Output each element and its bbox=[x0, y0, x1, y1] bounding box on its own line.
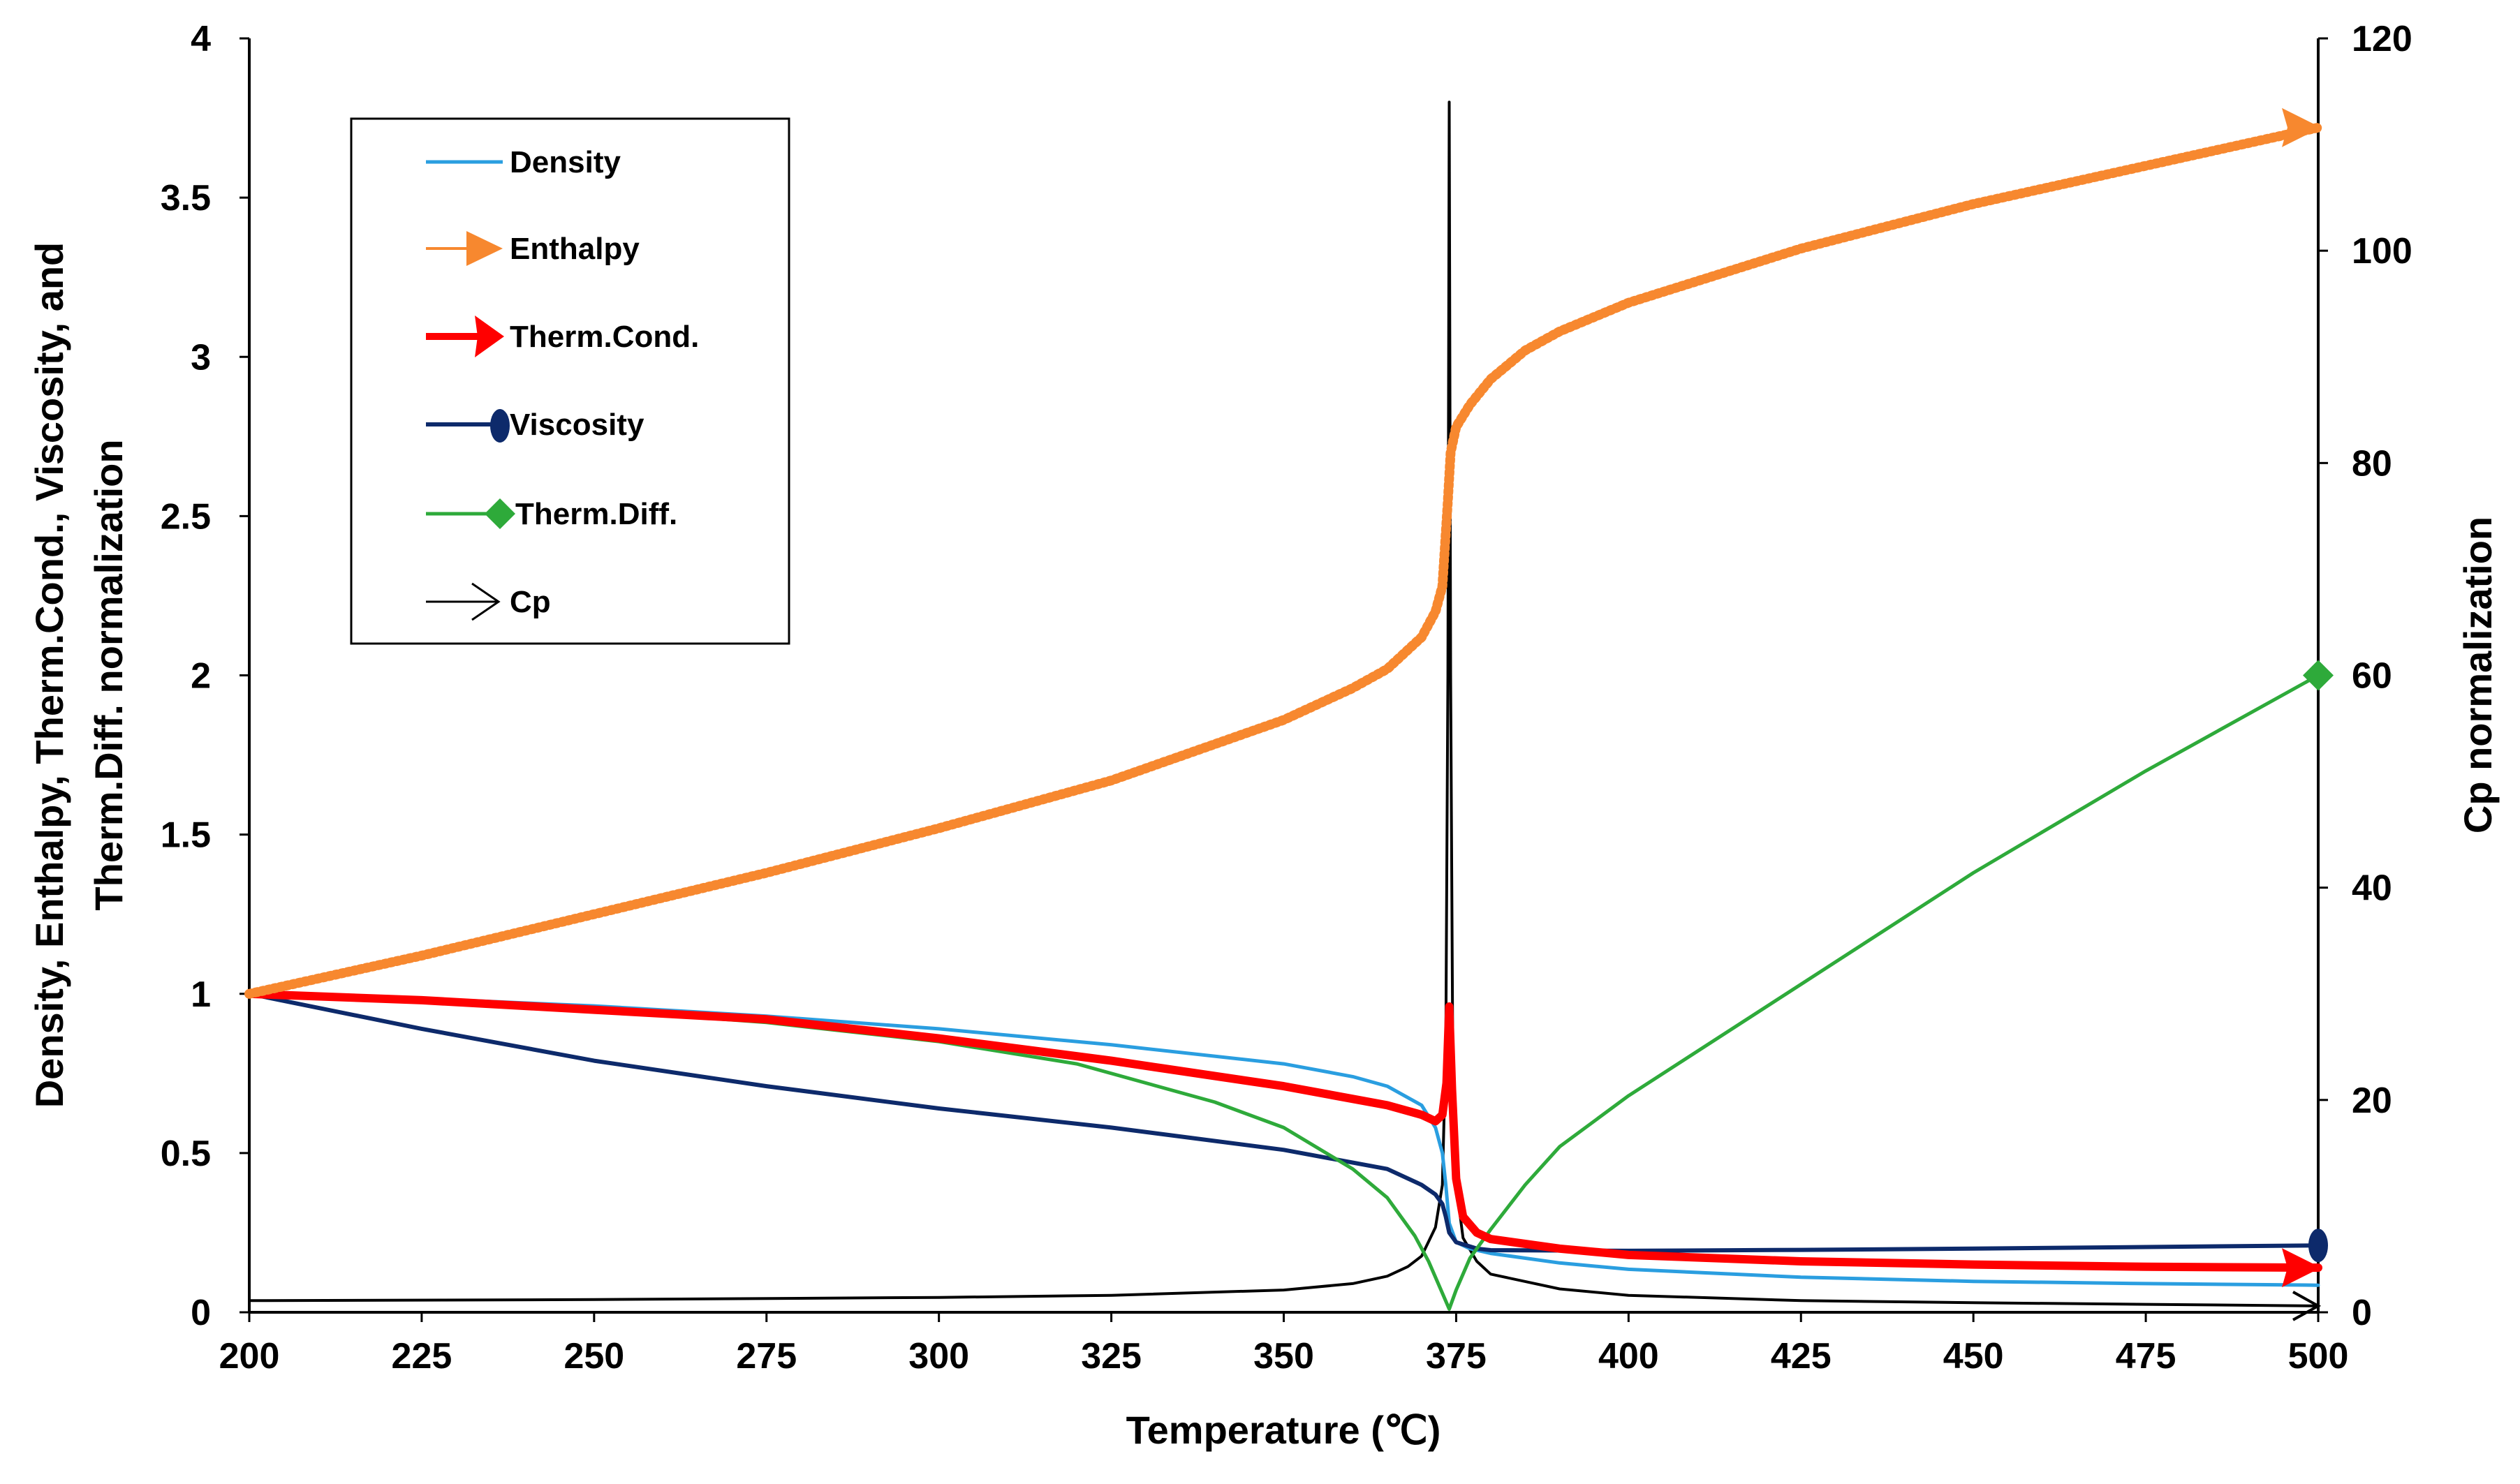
series-line-enthalpy bbox=[244, 122, 2323, 999]
end-marker-enthalpy bbox=[2282, 107, 2321, 147]
legend-item-thermdiff: Therm.Diff. bbox=[426, 497, 677, 531]
y-left-axis-title-line1: Density, Enthalpy, Therm.Cond., Viscosit… bbox=[27, 242, 71, 1108]
legend-label-density: Density bbox=[510, 145, 621, 179]
legend-item-thermcond: Therm.Cond. bbox=[426, 316, 699, 357]
series-line-density bbox=[247, 992, 2320, 1287]
x-tick-label: 250 bbox=[563, 1336, 624, 1377]
series-line-thermdiff bbox=[247, 674, 2320, 1311]
y-right-tick-label: 120 bbox=[2352, 19, 2412, 59]
x-tick-label: 325 bbox=[1081, 1336, 1142, 1377]
x-tick-label: 225 bbox=[392, 1336, 452, 1377]
y-left-axis-title-line2: Therm.Diff. normalization bbox=[87, 439, 131, 910]
x-ticks: 200 225 250 275 300 325 350 375 400 425 450 475 500 bbox=[219, 1312, 2349, 1377]
legend-marker-enthalpy bbox=[466, 231, 503, 266]
legend-label-thermcond: Therm.Cond. bbox=[510, 320, 699, 354]
x-tick-label: 300 bbox=[908, 1336, 969, 1377]
y-right-ticks: 0 20 40 60 80 100 120 bbox=[2318, 19, 2412, 1333]
legend-marker-thermcond bbox=[475, 316, 504, 357]
y-left-tick-label: 1 bbox=[191, 974, 211, 1015]
legend: Density Enthalpy Therm.Cond. Viscosity T… bbox=[350, 117, 790, 645]
y-right-tick-label: 80 bbox=[2352, 443, 2392, 484]
end-marker-cp bbox=[2292, 1291, 2322, 1321]
x-tick-label: 200 bbox=[219, 1336, 280, 1377]
legend-marker-cp bbox=[471, 582, 501, 621]
y-left-tick-label: 3 bbox=[191, 337, 211, 378]
legend-marker-viscosity bbox=[490, 409, 510, 443]
x-tick-label: 400 bbox=[1598, 1336, 1659, 1377]
y-left-tick-label: 3.5 bbox=[161, 178, 211, 218]
series-line-cp bbox=[248, 101, 2320, 1307]
y-right-tick-label: 20 bbox=[2352, 1081, 2392, 1121]
series-layer bbox=[244, 101, 2323, 1311]
legend-item-cp: Cp bbox=[426, 582, 551, 621]
x-axis-title: Temperature (℃) bbox=[1126, 1408, 1441, 1452]
y-left-tick-label: 2 bbox=[191, 656, 211, 697]
x-tick-label: 500 bbox=[2288, 1336, 2349, 1377]
x-tick-label: 350 bbox=[1253, 1336, 1314, 1377]
end-marker-viscosity bbox=[2308, 1229, 2328, 1263]
x-tick-label: 375 bbox=[1426, 1336, 1487, 1377]
y-left-tick-label: 0.5 bbox=[161, 1134, 211, 1174]
x-tick-label: 275 bbox=[736, 1336, 797, 1377]
series-line-viscosity bbox=[247, 991, 2320, 1253]
y-right-tick-label: 100 bbox=[2352, 231, 2412, 272]
legend-label-thermdiff: Therm.Diff. bbox=[515, 497, 677, 531]
y-right-axis-title: Cp normalization bbox=[2456, 517, 2500, 833]
y-left-tick-label: 1.5 bbox=[161, 815, 211, 856]
y-left-tick-label: 0 bbox=[191, 1293, 211, 1333]
series-line-thermcond bbox=[245, 989, 2322, 1272]
end-marker-thermcond bbox=[2282, 1248, 2321, 1288]
legend-marker-thermdiff bbox=[485, 498, 515, 529]
legend-item-density: Density bbox=[426, 145, 621, 179]
y-right-tick-label: 40 bbox=[2352, 868, 2392, 909]
y-left-tick-label: 4 bbox=[191, 19, 211, 59]
legend-item-enthalpy: Enthalpy bbox=[426, 231, 640, 266]
legend-label-viscosity: Viscosity bbox=[510, 408, 644, 442]
legend-label-enthalpy: Enthalpy bbox=[510, 232, 640, 266]
x-tick-label: 475 bbox=[2116, 1336, 2176, 1377]
end-marker-thermdiff bbox=[2303, 660, 2334, 691]
x-tick-label: 425 bbox=[1771, 1336, 1832, 1377]
legend-box bbox=[350, 117, 790, 645]
marker-layer bbox=[2282, 107, 2334, 1321]
y-right-tick-label: 0 bbox=[2352, 1293, 2372, 1333]
legend-item-viscosity: Viscosity bbox=[426, 408, 644, 443]
x-tick-label: 450 bbox=[1943, 1336, 2004, 1377]
legend-label-cp: Cp bbox=[510, 585, 551, 619]
y-left-tick-label: 2.5 bbox=[161, 496, 211, 537]
y-left-ticks: 0 0.5 1 1.5 2 2.5 3 3.5 4 bbox=[161, 19, 249, 1333]
y-right-tick-label: 60 bbox=[2352, 656, 2392, 697]
